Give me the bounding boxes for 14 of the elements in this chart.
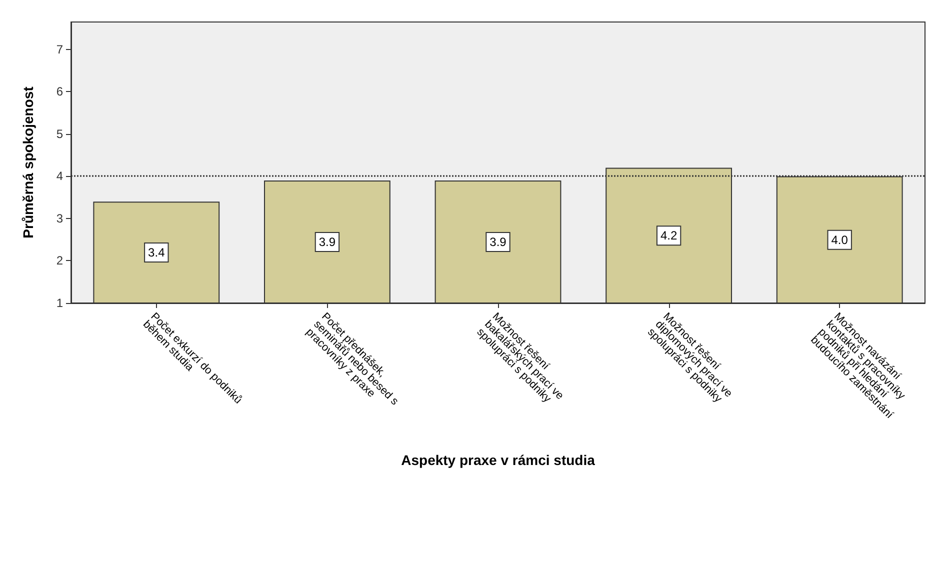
x-axis-title: Aspekty praxe v rámci studia <box>401 452 596 468</box>
y-tick-label: 7 <box>56 42 64 56</box>
y-axis-title: Průměrná spokojenost <box>20 86 36 238</box>
data-label: 3.9 <box>318 234 336 249</box>
y-tick-label: 5 <box>56 126 64 141</box>
y-tick-label: 6 <box>56 84 64 99</box>
data-label: 3.4 <box>148 246 166 260</box>
y-tick-label: 3 <box>56 211 64 226</box>
data-label: 3.9 <box>490 234 507 249</box>
data-label: 4.0 <box>831 232 848 247</box>
y-tick-label: 2 <box>56 254 64 268</box>
y-tick-label: 4 <box>56 169 64 184</box>
y-tick-label: 1 <box>56 296 64 310</box>
data-label: 4.2 <box>660 228 678 243</box>
